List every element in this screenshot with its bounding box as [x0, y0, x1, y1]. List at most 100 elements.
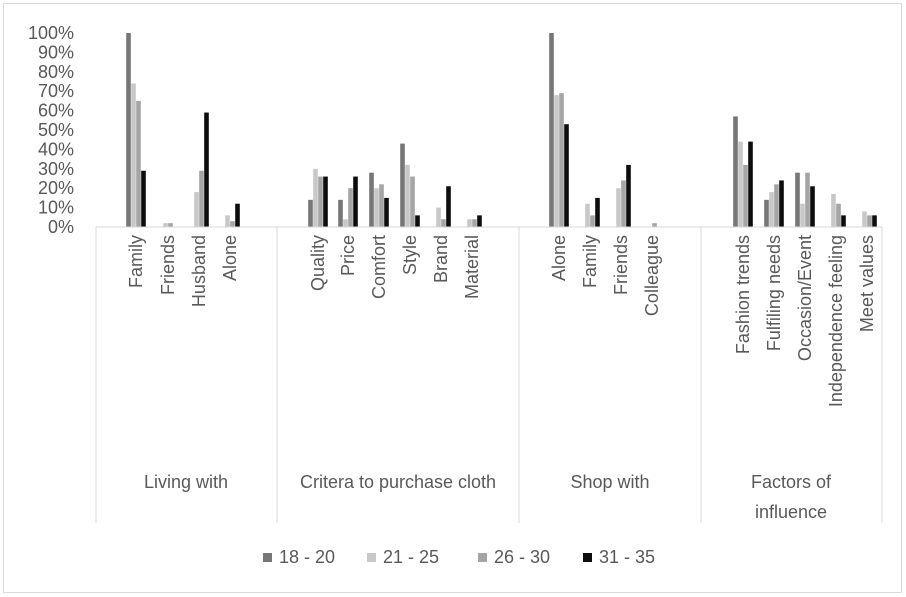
bar	[230, 221, 235, 227]
bar	[323, 176, 328, 227]
group-label: Factors of influence	[751, 472, 832, 522]
bar	[405, 164, 410, 227]
x-category-label: Price	[338, 235, 358, 276]
group-label: Critera to purchase cloth	[300, 472, 496, 492]
bar	[595, 197, 600, 227]
x-category-label: Fulfiling needs	[764, 235, 784, 351]
bar	[769, 192, 774, 227]
bar	[626, 164, 631, 227]
x-category-label: Material	[462, 235, 482, 299]
legend-label: 26 - 30	[494, 547, 550, 567]
bar	[743, 164, 748, 227]
bar	[136, 100, 141, 227]
bar	[738, 141, 743, 227]
bar	[446, 186, 451, 227]
bar	[163, 223, 168, 227]
bar	[590, 215, 595, 227]
bar	[836, 203, 841, 227]
bar	[774, 184, 779, 227]
x-category-label: Meet values	[857, 235, 877, 332]
bar	[400, 143, 405, 227]
bar	[472, 219, 477, 227]
bar	[585, 203, 590, 227]
bar	[616, 188, 621, 227]
bar	[141, 170, 146, 227]
x-category-label: Quality	[308, 235, 328, 291]
bar	[204, 112, 209, 227]
bar	[800, 203, 805, 227]
bar	[559, 93, 564, 227]
legend-label: 18 - 20	[279, 547, 335, 567]
bar	[379, 184, 384, 227]
y-tick-label: 40%	[38, 139, 74, 159]
bar	[348, 188, 353, 227]
bar	[436, 207, 441, 227]
bar	[374, 188, 379, 227]
x-category-label: Alone	[220, 235, 240, 281]
y-tick-label: 0%	[48, 217, 74, 237]
bar	[872, 215, 877, 227]
plot-area	[126, 33, 877, 227]
bar	[564, 124, 569, 227]
bar	[810, 186, 815, 227]
bar	[343, 219, 348, 227]
y-tick-label: 50%	[38, 120, 74, 140]
y-tick-label: 60%	[38, 101, 74, 121]
x-category-label: Family	[580, 235, 600, 288]
bar	[318, 176, 323, 227]
group-label-line: influence	[755, 502, 827, 522]
bar	[415, 215, 420, 227]
bar	[554, 95, 559, 227]
bar	[338, 199, 343, 227]
y-tick-label: 70%	[38, 81, 74, 101]
bar	[126, 33, 131, 227]
bar	[225, 215, 230, 227]
bar	[805, 172, 810, 227]
bar	[748, 141, 753, 227]
bar	[441, 219, 446, 227]
x-category-label: Friends	[158, 235, 178, 295]
legend-swatch	[367, 553, 376, 562]
legend-swatch	[263, 553, 272, 562]
y-tick-label: 10%	[38, 198, 74, 218]
legend-swatch	[583, 553, 592, 562]
bar	[831, 194, 836, 227]
x-category-label: Colleague	[642, 235, 662, 316]
bar	[467, 219, 472, 227]
bar	[235, 203, 240, 227]
bar	[477, 215, 482, 227]
x-category-label: Husband	[189, 235, 209, 307]
bar	[353, 176, 358, 227]
y-tick-label: 80%	[38, 62, 74, 82]
y-tick-label: 90%	[38, 42, 74, 62]
bar	[131, 83, 136, 227]
bar	[410, 176, 415, 227]
bar	[313, 168, 318, 227]
bar	[862, 211, 867, 227]
bar	[841, 215, 846, 227]
legend-swatch	[478, 553, 487, 562]
bar	[194, 192, 199, 227]
bar	[199, 170, 204, 227]
x-category-label: Brand	[431, 235, 451, 283]
legend-label: 31 - 35	[599, 547, 655, 567]
legend-label: 21 - 25	[383, 547, 439, 567]
legend: 18 - 20 21 - 25 26 - 30 31 - 35	[263, 547, 655, 567]
bar	[369, 172, 374, 227]
x-category-label: Style	[400, 235, 420, 275]
y-tick-label: 20%	[38, 178, 74, 198]
x-axis: Family Friends Husband Alone Quality Price Com…	[95, 226, 883, 523]
chart-frame	[3, 3, 902, 593]
bar	[764, 199, 769, 227]
bar	[168, 223, 173, 227]
x-category-label: Family	[126, 235, 146, 288]
x-category-label: Alone	[549, 235, 569, 281]
x-category-label: Occasion/Event	[795, 235, 815, 361]
x-category-label: Independence feeling	[826, 235, 846, 407]
x-category-label: Friends	[611, 235, 631, 295]
group-label: Shop with	[570, 472, 649, 492]
x-category-label: Fashion trends	[733, 235, 753, 354]
bar	[549, 33, 554, 227]
x-category-label: Comfort	[369, 235, 389, 299]
